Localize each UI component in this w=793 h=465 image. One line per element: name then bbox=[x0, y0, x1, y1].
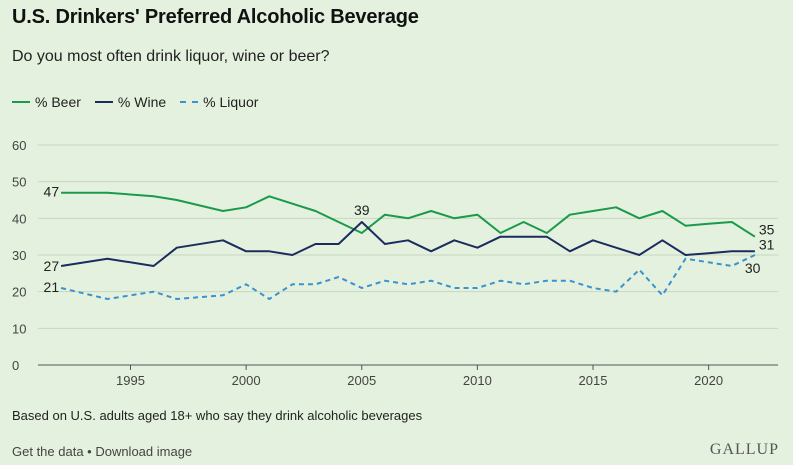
legend-item-beer[interactable]: % Beer bbox=[12, 94, 81, 110]
x-tick-label-2000: 2000 bbox=[232, 373, 261, 388]
y-tick-label-10: 10 bbox=[12, 321, 26, 336]
footnote: Based on U.S. adults aged 18+ who say th… bbox=[12, 408, 423, 423]
y-tick-label-30: 30 bbox=[12, 248, 26, 263]
legend-item-liquor[interactable]: % Liquor bbox=[180, 94, 258, 110]
chart-subtitle: Do you most often drink liquor, wine or … bbox=[12, 48, 330, 65]
y-tick-label-0: 0 bbox=[12, 358, 19, 373]
footer-links[interactable]: Get the data • Download image bbox=[12, 444, 193, 459]
data-label: 27 bbox=[44, 258, 60, 274]
series-line-wine bbox=[60, 221, 755, 267]
x-tick-label-2010: 2010 bbox=[463, 373, 492, 388]
data-label: 35 bbox=[759, 222, 775, 238]
data-label: 39 bbox=[354, 202, 370, 218]
data-label: 31 bbox=[759, 236, 775, 252]
y-tick-label-60: 60 bbox=[12, 138, 26, 153]
x-tick-label-2005: 2005 bbox=[347, 373, 376, 388]
y-tick-label-40: 40 bbox=[12, 211, 26, 226]
gallup-logo: GALLUP bbox=[709, 441, 779, 458]
legend-label-beer: % Beer bbox=[35, 94, 81, 110]
data-label: 21 bbox=[44, 279, 60, 295]
series-line-liquor bbox=[60, 254, 756, 300]
legend-label-wine: % Wine bbox=[117, 94, 167, 110]
data-label: 30 bbox=[745, 260, 761, 276]
legend-swatch-liquor bbox=[180, 101, 199, 103]
y-tick-label-20: 20 bbox=[12, 285, 26, 300]
x-tick-label-2020: 2020 bbox=[694, 373, 723, 388]
legend-item-wine[interactable]: % Wine bbox=[94, 94, 167, 110]
legend-swatch-wine bbox=[94, 101, 113, 103]
line-chart: 0 10 20 30 40 50 60 1995 2000 2005 2010 2015 2020 47 2… bbox=[12, 138, 778, 388]
y-tick-label-50: 50 bbox=[12, 175, 26, 190]
legend-label-liquor: % Liquor bbox=[203, 94, 259, 110]
chart-title: U.S. Drinkers' Preferred Alcoholic Bever… bbox=[12, 6, 419, 28]
series-line-beer bbox=[61, 191, 756, 238]
legend-swatch-beer bbox=[12, 101, 30, 103]
data-label: 47 bbox=[44, 184, 60, 200]
x-tick-label-2015: 2015 bbox=[579, 373, 608, 388]
legend: % Beer % Wine % Liquor bbox=[12, 94, 272, 110]
x-tick-label-1995: 1995 bbox=[116, 373, 145, 388]
